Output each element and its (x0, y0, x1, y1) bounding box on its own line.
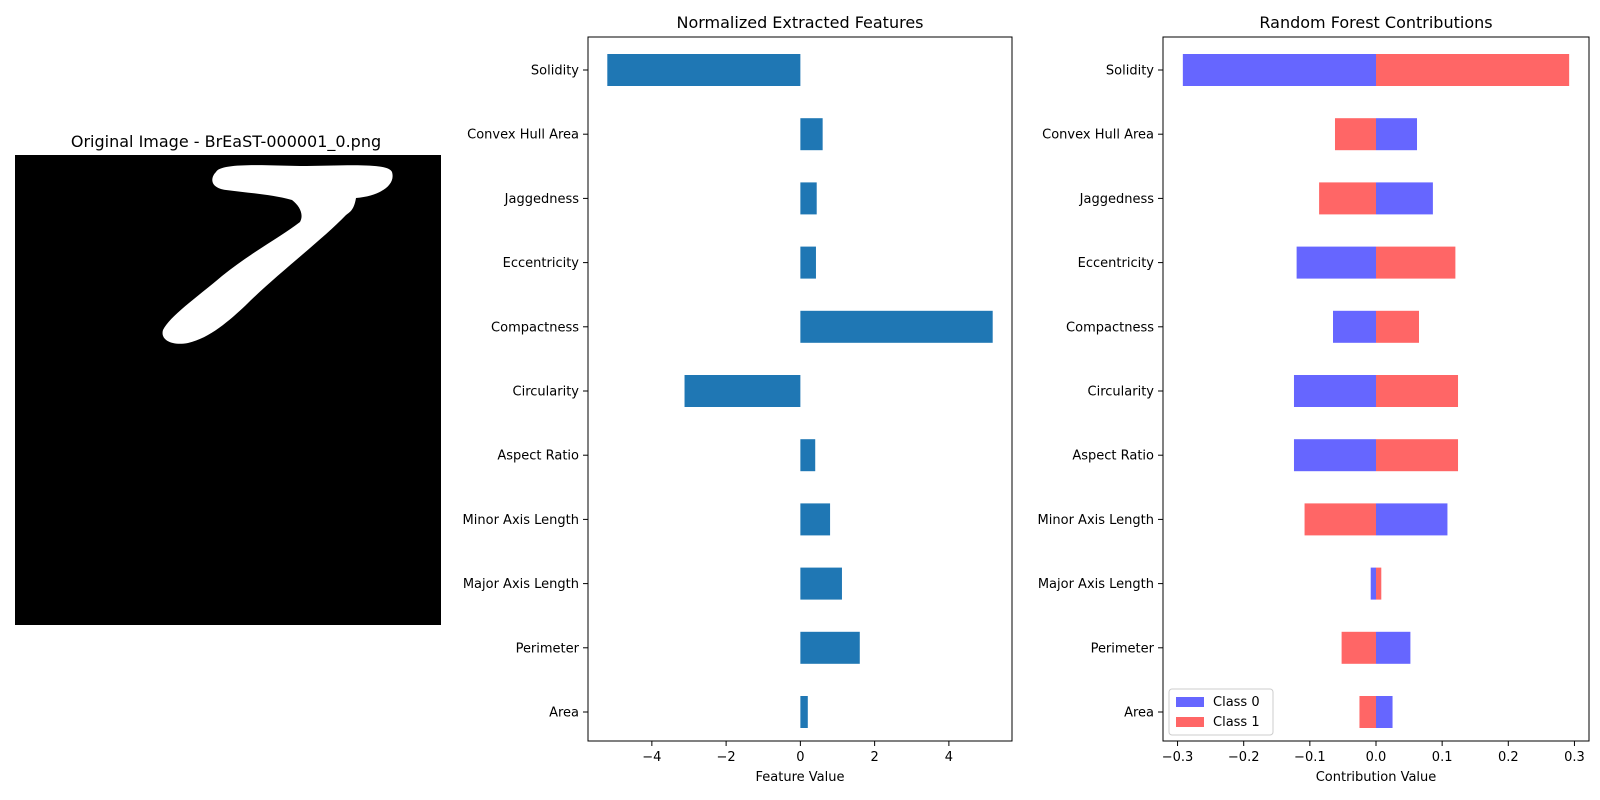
c1-y-tick-label: Solidity (531, 64, 579, 79)
c1-y-tick-label: Convex Hull Area (467, 128, 579, 143)
c2-y-tick-label: Major Axis Length (1038, 577, 1154, 592)
c1-y-tick-label: Perimeter (516, 641, 580, 656)
c1-bar-minor-axis-length (800, 503, 831, 536)
c2-bar-class-1-eccentricity (1376, 246, 1456, 279)
c2-y-tick-label: Aspect Ratio (1072, 449, 1154, 464)
c1-bar-convex-hull-area (800, 118, 823, 151)
c2-y-tick-label: Eccentricity (1078, 256, 1155, 271)
features-x-axis: −4 −2 0 2 4 (642, 741, 953, 765)
c1-bar-aspect-ratio (800, 439, 816, 472)
legend-swatch-class-0 (1176, 697, 1204, 707)
features-plot-frame (587, 36, 1013, 742)
c2-y-tick-label: Convex Hull Area (1042, 128, 1154, 143)
c2-y-tick-label: Jaggedness (1079, 192, 1155, 207)
c2-y-tick-label: Circularity (1088, 385, 1155, 400)
c2-x-tick-label: 0.3 (1564, 750, 1585, 765)
c2-bar-class-1-major-axis-length (1376, 567, 1382, 600)
c2-x-tick-label: 0.2 (1498, 750, 1519, 765)
c1-x-tick-label: −2 (717, 750, 736, 765)
c2-x-tick-label: −0.1 (1294, 750, 1326, 765)
c2-bar-class-0-circularity (1293, 375, 1376, 407)
c2-bar-class-0-eccentricity (1296, 246, 1376, 279)
contributions-chart: Random Forest Contributions Area Perimete… (1038, 13, 1590, 785)
c1-x-tick-label: 4 (945, 750, 953, 765)
c2-y-tick-label: Area (1124, 706, 1154, 721)
contributions-x-axis: −0.3 −0.2 −0.1 0.0 0.1 0.2 0.3 (1162, 741, 1585, 765)
c2-bar-class-0-solidity (1182, 54, 1376, 86)
c1-bar-solidity (607, 54, 801, 86)
c2-bar-class-1-compactness (1376, 310, 1419, 343)
c2-bar-class-0-perimeter (1376, 631, 1411, 664)
features-x-axis-label: Feature Value (756, 770, 845, 785)
c2-bar-class-1-aspect-ratio (1376, 439, 1459, 472)
features-chart: Normalized Extracted Features Area Perime… (463, 13, 1013, 785)
c2-bar-class-0-aspect-ratio (1293, 439, 1376, 472)
c2-bar-class-1-convex-hull-area (1334, 118, 1376, 151)
contributions-plot-frame (1162, 36, 1590, 742)
legend-label-class-0: Class 0 (1213, 695, 1260, 710)
c1-bar-jaggedness (800, 182, 817, 215)
c1-y-tick-label: Circularity (513, 385, 580, 400)
c2-x-tick-label: −0.3 (1162, 750, 1194, 765)
contributions-x-axis-label: Contribution Value (1316, 770, 1437, 785)
c2-bar-class-0-jaggedness (1376, 182, 1433, 215)
c2-bar-class-0-convex-hull-area (1376, 118, 1418, 151)
image-panel: Original Image - BrEaST-000001_0.png (15, 132, 441, 625)
c2-bar-class-1-solidity (1376, 54, 1570, 86)
c2-y-tick-label: Compactness (1066, 320, 1154, 335)
features-chart-title: Normalized Extracted Features (676, 13, 923, 32)
features-bars (607, 54, 993, 728)
legend: Class 0 Class 1 (1168, 688, 1274, 736)
c1-x-tick-label: 2 (870, 750, 878, 765)
c2-bar-class-1-minor-axis-length (1304, 503, 1376, 536)
c2-bar-class-1-jaggedness (1319, 182, 1376, 215)
c2-y-tick-label: Solidity (1106, 64, 1154, 79)
legend-swatch-class-1 (1176, 717, 1204, 727)
contributions-chart-title: Random Forest Contributions (1259, 13, 1492, 32)
c2-bar-class-0-area (1376, 696, 1393, 728)
legend-label-class-1: Class 1 (1213, 715, 1260, 730)
c2-bar-class-1-perimeter (1341, 631, 1376, 664)
c1-y-tick-label: Jaggedness (504, 192, 580, 207)
c1-bar-perimeter (800, 631, 860, 664)
lesion-mask-shape (162, 165, 393, 344)
c2-y-tick-label: Perimeter (1091, 641, 1155, 656)
c1-x-tick-label: −4 (642, 750, 661, 765)
c2-bar-class-0-major-axis-length (1370, 567, 1376, 600)
contributions-bars (1182, 54, 1570, 728)
c2-x-tick-label: −0.2 (1228, 750, 1260, 765)
c1-bar-compactness (800, 310, 993, 343)
c2-bar-class-1-area (1359, 696, 1376, 728)
c1-bar-area (800, 696, 808, 728)
c1-y-tick-label: Compactness (491, 320, 579, 335)
c1-bar-circularity (684, 375, 801, 407)
c1-bar-major-axis-length (800, 567, 842, 600)
c2-x-tick-label: 0.0 (1366, 750, 1387, 765)
c2-bar-class-1-circularity (1376, 375, 1459, 407)
c2-bar-class-0-compactness (1333, 310, 1376, 343)
c2-bar-class-0-minor-axis-length (1376, 503, 1448, 536)
c1-y-tick-label: Minor Axis Length (463, 513, 579, 528)
image-title: Original Image - BrEaST-000001_0.png (71, 132, 381, 152)
contributions-y-axis: Area Perimeter Major Axis Length Minor Axis… (1038, 64, 1163, 721)
c1-y-tick-label: Aspect Ratio (497, 449, 579, 464)
c2-x-tick-label: 0.1 (1432, 750, 1453, 765)
c1-y-tick-label: Eccentricity (503, 256, 580, 271)
mask-image-background (15, 155, 441, 625)
c1-y-tick-label: Major Axis Length (463, 577, 579, 592)
features-y-axis: Area Perimeter Major Axis Length Minor Axis… (463, 64, 588, 721)
c1-x-tick-label: 0 (796, 750, 804, 765)
c1-y-tick-label: Area (549, 706, 579, 721)
c1-bar-eccentricity (800, 246, 816, 279)
c2-y-tick-label: Minor Axis Length (1038, 513, 1154, 528)
